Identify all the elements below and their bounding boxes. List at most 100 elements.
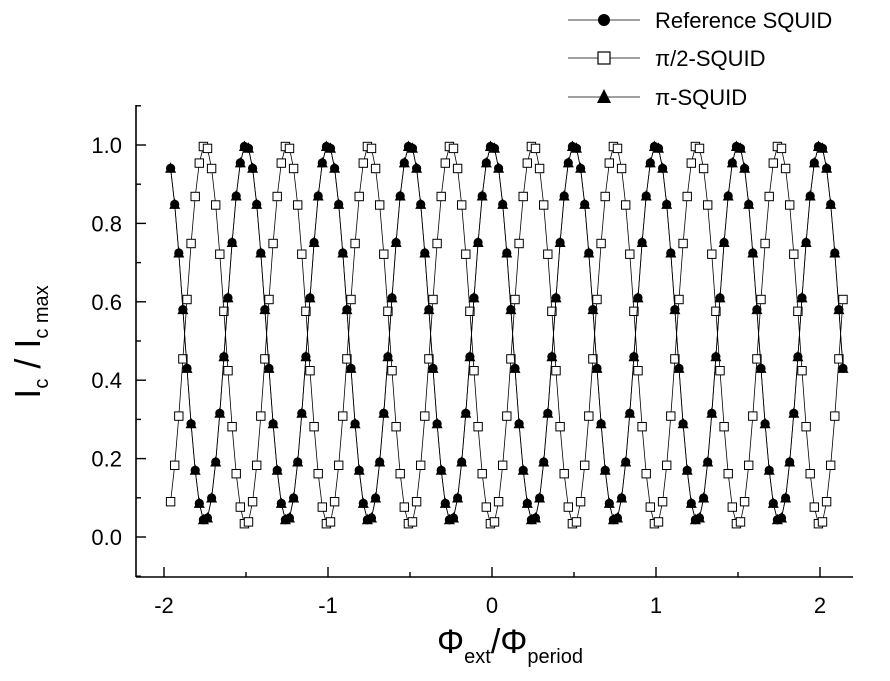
data-point-square [432, 238, 442, 249]
data-point-square [317, 502, 328, 512]
data-point-square [493, 497, 504, 507]
data-point-triangle [193, 497, 205, 508]
data-point-triangle [751, 303, 763, 315]
data-point-square [502, 411, 512, 421]
data-point-square [424, 354, 434, 364]
data-point-triangle [390, 236, 402, 247]
data-point-square [756, 294, 766, 305]
y-tick-label: 0.0 [91, 525, 122, 550]
data-point-square [530, 143, 541, 154]
data-point-triangle [415, 198, 427, 209]
data-point-triangle [214, 407, 226, 418]
data-point-triangle [407, 142, 418, 153]
data-point-triangle [599, 464, 611, 475]
data-point-triangle [226, 236, 238, 247]
data-point-square [174, 411, 184, 421]
data-point-triangle [784, 456, 796, 467]
data-point-square [826, 460, 836, 471]
data-point-triangle [267, 417, 279, 429]
data-point-square [686, 158, 696, 168]
data-point-square [165, 497, 176, 507]
data-point-triangle [460, 407, 472, 418]
data-point-triangle [312, 190, 324, 201]
data-point-triangle [341, 303, 353, 315]
data-point-triangle [644, 156, 656, 168]
data-point-triangle [271, 464, 283, 475]
data-point-triangle [825, 198, 837, 209]
data-point-square [436, 191, 446, 202]
data-point-triangle [735, 142, 746, 153]
data-point-square [621, 200, 631, 210]
x-tick-label: 0 [486, 593, 498, 618]
data-point-square [801, 422, 811, 432]
data-point-square [678, 238, 688, 249]
data-point-square [375, 200, 385, 210]
data-point-triangle [357, 497, 369, 508]
data-point-square [575, 497, 586, 507]
legend-label-pi: π-SQUID [655, 85, 747, 110]
data-point-square [452, 163, 463, 174]
data-point-square [301, 306, 311, 317]
data-point-triangle [837, 362, 849, 373]
data-point-triangle [739, 162, 751, 173]
data-point-square [735, 517, 746, 527]
data-point-square [510, 294, 520, 305]
data-point-triangle [636, 236, 648, 247]
data-point-square [489, 517, 500, 527]
data-point-square [231, 469, 241, 479]
data-point-square [805, 469, 815, 479]
data-point-square [719, 422, 729, 432]
data-point-square [641, 469, 651, 479]
data-point-square [834, 354, 844, 364]
data-point-triangle [378, 407, 390, 418]
data-point-square [547, 306, 557, 317]
data-point-square [247, 497, 258, 507]
y-tick-label: 0.6 [91, 290, 122, 315]
data-point-square [379, 249, 389, 259]
series-layer [165, 140, 849, 529]
y-tick-label: 0.8 [91, 211, 122, 236]
data-point-triangle [800, 236, 812, 247]
data-point-triangle [767, 497, 779, 508]
data-point-square [580, 460, 590, 471]
data-point-triangle [694, 512, 705, 523]
y-axis-title: Ic / Ic max [7, 285, 53, 398]
data-point-square [190, 191, 200, 202]
data-point-triangle [275, 497, 287, 508]
data-point-square [469, 366, 479, 376]
data-point-square [465, 306, 475, 317]
data-point-triangle [329, 162, 341, 173]
data-point-triangle [349, 417, 361, 429]
data-point-triangle [833, 303, 845, 315]
data-point-square [358, 158, 369, 168]
data-point-triangle [792, 350, 804, 362]
data-point-triangle [673, 362, 685, 373]
data-point-triangle [821, 162, 833, 173]
data-point-triangle [509, 362, 521, 373]
data-point-triangle [538, 456, 550, 467]
x-axis-title: Φext/Φperiod [437, 623, 583, 668]
data-point-triangle [480, 156, 492, 168]
x-tick-label: -2 [154, 593, 174, 618]
data-point-triangle [542, 407, 554, 418]
data-point-triangle [657, 162, 669, 173]
data-point-square [744, 460, 754, 471]
data-point-square [596, 238, 606, 249]
data-point-triangle [669, 303, 681, 315]
data-point-triangle [247, 162, 259, 173]
data-point-square [329, 497, 340, 507]
data-point-square [612, 143, 623, 154]
data-point-triangle [300, 350, 312, 362]
data-point-square [592, 294, 602, 305]
data-point-triangle [521, 497, 533, 508]
data-point-square [584, 411, 594, 421]
data-point-triangle [263, 362, 275, 373]
y-axis-title-sub1: c [31, 379, 53, 389]
data-point-triangle [448, 512, 459, 523]
data-point-square [202, 143, 213, 154]
data-point-square [653, 517, 664, 527]
data-point-square [473, 422, 483, 432]
data-point-square [760, 238, 770, 249]
data-point-square [625, 249, 635, 259]
data-point-triangle [661, 198, 673, 209]
